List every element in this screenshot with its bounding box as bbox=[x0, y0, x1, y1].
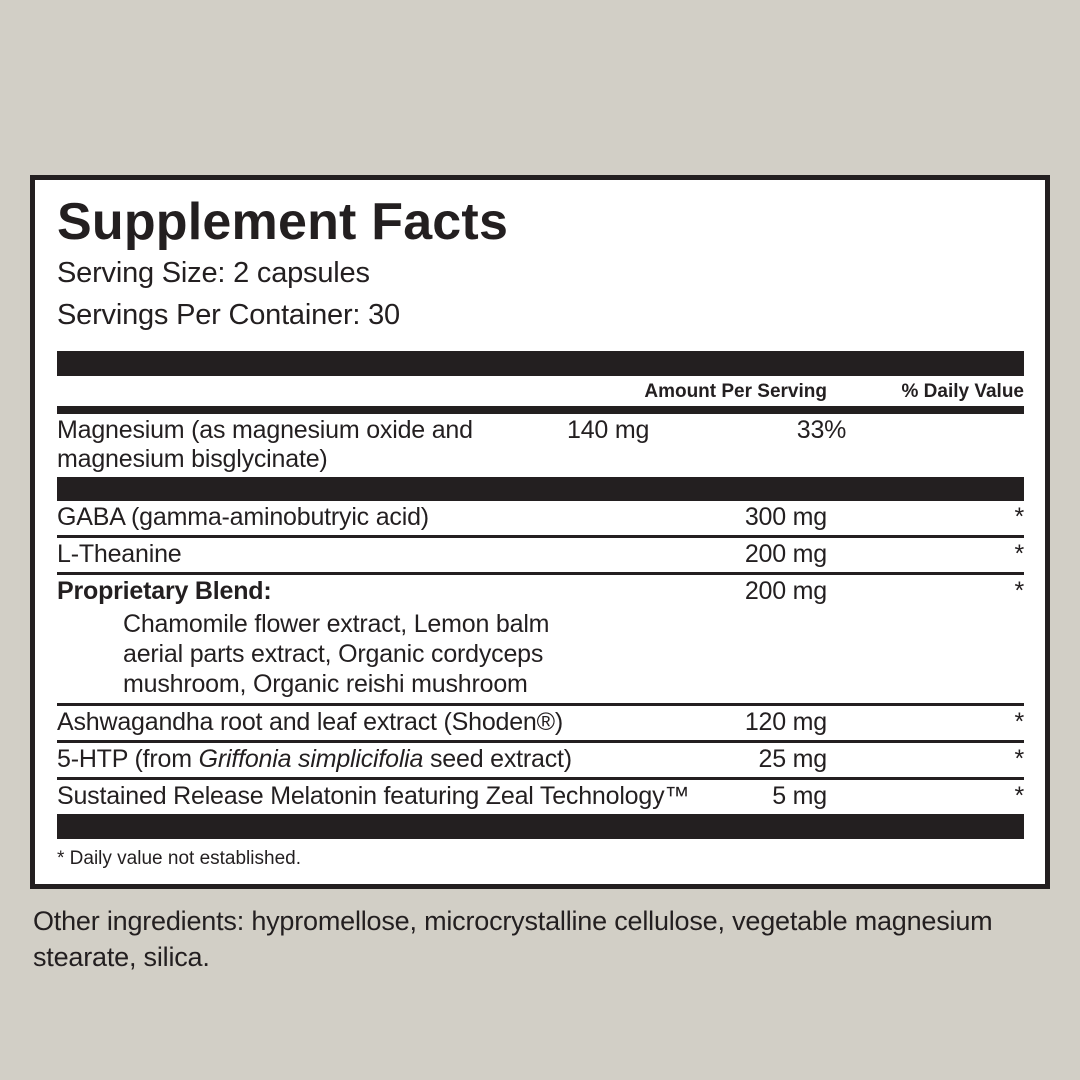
row-separator bbox=[57, 571, 1024, 575]
ingredient-amount: 200 mg bbox=[744, 576, 827, 605]
daily-value-column-header: % Daily Value bbox=[901, 380, 1024, 402]
servings-per-container: Servings Per Container: 30 bbox=[57, 299, 400, 332]
ingredient-daily-value: 33% bbox=[796, 415, 847, 444]
ingredient-amount: 120 mg bbox=[744, 707, 827, 736]
ingredient-amount: 25 mg bbox=[758, 744, 828, 773]
other-ingredients-text: Other ingredients: hypromellose, microcr… bbox=[33, 906, 993, 973]
ingredient-daily-value: * bbox=[1014, 502, 1024, 531]
ingredient-daily-value: * bbox=[1014, 744, 1024, 773]
sub-ingredient-line: Chamomile flower extract, Lemon balm bbox=[123, 609, 550, 638]
row-separator bbox=[57, 739, 1024, 743]
ingredient-name-suffix: seed extract) bbox=[423, 744, 572, 773]
ingredient-daily-value: * bbox=[1014, 576, 1024, 605]
ingredient-name: 5-HTP (from Griffonia simplicifolia seed… bbox=[57, 745, 759, 774]
ingredient-amount: 5 mg bbox=[772, 781, 827, 810]
ingredient-name: Sustained Release Melatonin featuring Ze… bbox=[57, 781, 690, 810]
ingredient-daily-value: * bbox=[1014, 539, 1024, 568]
ingredient-name: Magnesium (as magnesium oxide and magnes… bbox=[57, 415, 473, 473]
ingredient-name: Ashwagandha root and leaf extract (Shode… bbox=[57, 707, 563, 736]
header-divider-bar bbox=[57, 405, 1024, 414]
row-separator bbox=[57, 702, 1024, 706]
ingredient-amount: 140 mg bbox=[567, 415, 650, 444]
serving-size: Serving Size: 2 capsules bbox=[57, 257, 370, 290]
table-row-magnesium: Magnesium (as magnesium oxide and magnes… bbox=[57, 414, 1024, 477]
table-row-melatonin: Sustained Release Melatonin featuring Ze… bbox=[57, 780, 1024, 814]
table-row-ashwagandha: Ashwagandha root and leaf extract (Shode… bbox=[57, 706, 1024, 740]
ingredient-name: L-Theanine bbox=[57, 539, 182, 568]
ingredient-name-latin: Griffonia simplicifolia bbox=[198, 744, 424, 773]
proprietary-blend-sub-ingredients: Chamomile flower extract, Lemon balm aer… bbox=[57, 609, 1024, 703]
sub-ingredient-line: mushroom, Organic reishi mushroom bbox=[123, 669, 528, 698]
bottom-divider-bar bbox=[57, 813, 1024, 839]
ingredient-amount: 200 mg bbox=[744, 539, 827, 568]
ingredient-amount: 300 mg bbox=[744, 502, 827, 531]
supplement-facts-panel: Supplement Facts Serving Size: 2 capsule… bbox=[30, 175, 1050, 890]
section-divider-bar bbox=[57, 476, 1024, 501]
ingredient-name: GABA (gamma-aminobutryic acid) bbox=[57, 502, 429, 531]
ingredient-name-prefix: 5-HTP (from bbox=[57, 744, 199, 773]
table-row-proprietary-blend: Proprietary Blend: 200 mg * bbox=[57, 575, 1024, 609]
row-separator bbox=[57, 776, 1024, 780]
ingredient-daily-value: * bbox=[1014, 781, 1024, 810]
table-row-gaba: GABA (gamma-aminobutryic acid) 300 mg * bbox=[57, 501, 1024, 535]
column-header-row: Amount Per Serving % Daily Value bbox=[57, 376, 1024, 406]
ingredient-name: Proprietary Blend: bbox=[57, 576, 272, 605]
panel-title: Supplement Facts bbox=[57, 193, 509, 251]
facts-table: Amount Per Serving % Daily Value Magnesi… bbox=[57, 376, 1024, 871]
table-row-l-theanine: L-Theanine 200 mg * bbox=[57, 538, 1024, 572]
ingredient-daily-value: * bbox=[1014, 707, 1024, 736]
row-separator bbox=[57, 534, 1024, 538]
sub-ingredient-line: aerial parts extract, Organic cordyceps bbox=[123, 639, 544, 668]
table-row-5-htp: 5-HTP (from Griffonia simplicifolia seed… bbox=[57, 743, 1024, 777]
amount-column-header: Amount Per Serving bbox=[644, 380, 827, 402]
top-divider-bar bbox=[57, 350, 1024, 376]
daily-value-footnote: * Daily value not established. bbox=[57, 847, 301, 869]
